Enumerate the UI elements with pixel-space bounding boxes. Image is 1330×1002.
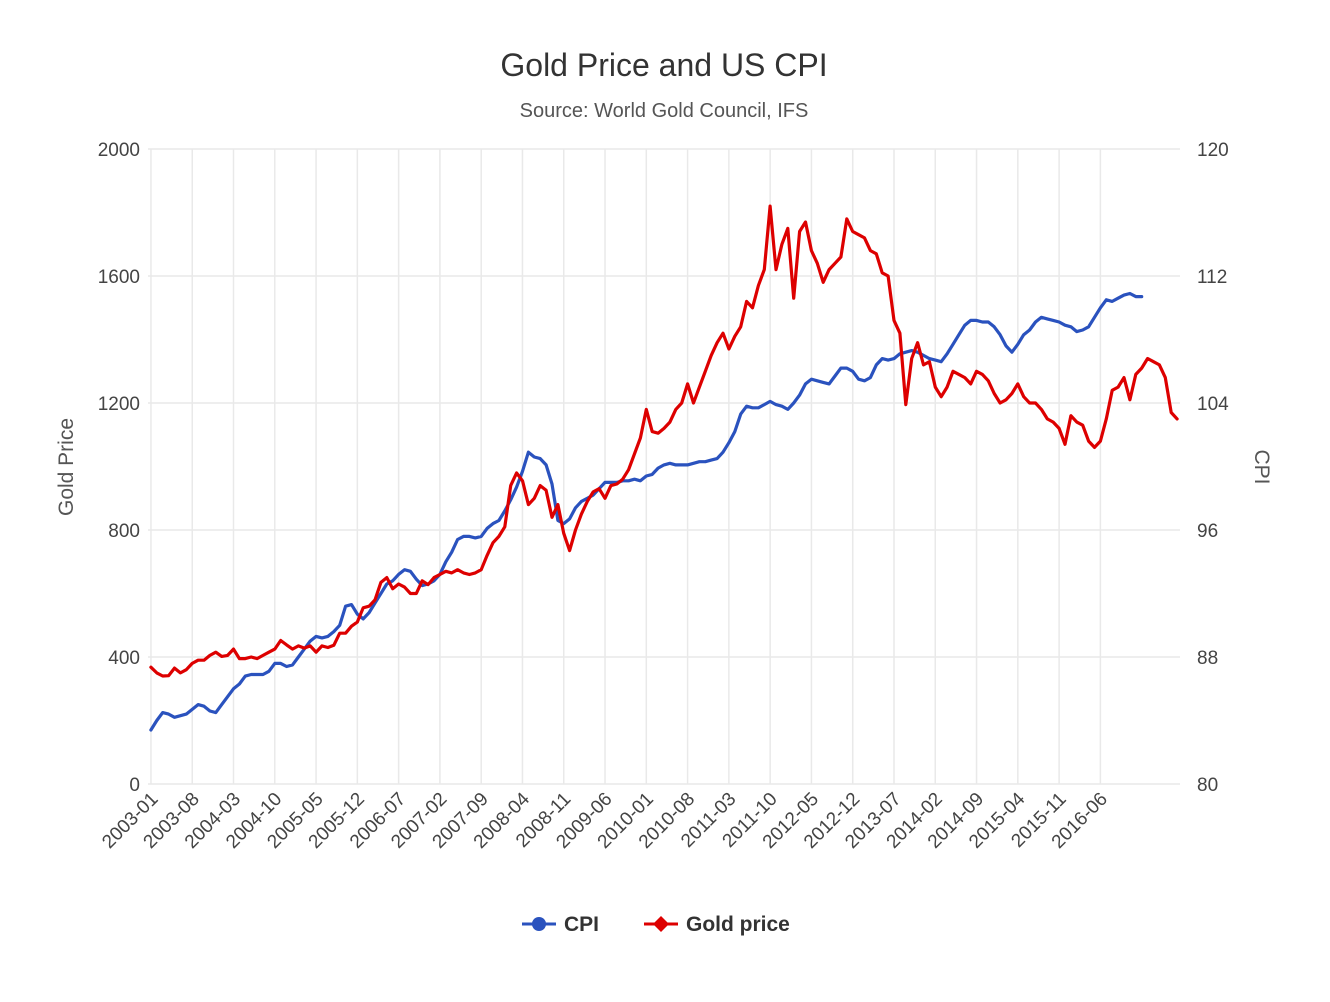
chart-subtitle: Source: World Gold Council, IFS — [520, 100, 809, 122]
series-line-cpi — [149, 291, 1144, 732]
legend-item-cpi[interactable]: CPI — [522, 913, 599, 936]
y-right-tick-label: 96 — [1197, 521, 1218, 542]
legend-label-cpi: CPI — [564, 913, 599, 936]
y-left-tick-label: 1200 — [98, 394, 140, 415]
series — [149, 204, 1179, 732]
y-left-tick-label: 800 — [108, 521, 140, 542]
series-line-gold-price — [149, 204, 1179, 678]
chart-title: Gold Price and US CPI — [500, 47, 827, 83]
y-right-tick-label: 88 — [1197, 648, 1218, 669]
y-left-tick-label: 400 — [108, 648, 140, 669]
legend-diamond-icon — [653, 916, 669, 932]
y-left-tick-label: 2000 — [98, 140, 140, 161]
y-right-tick-label: 120 — [1197, 140, 1229, 161]
y-left-tick-label: 0 — [129, 775, 140, 796]
legend[interactable]: CPI Gold price — [522, 913, 790, 936]
y-right-tick-label: 112 — [1197, 267, 1227, 288]
y-axis-right-title: CPI — [1250, 449, 1273, 484]
y-right-tick-label: 80 — [1197, 775, 1218, 796]
x-axis-ticks: 2003-012003-082004-032004-102005-052005-… — [98, 788, 1112, 852]
grid — [148, 148, 1180, 785]
y-axis-right-ticks: 80 88 96 104 112 120 — [1197, 140, 1229, 796]
legend-label-gold-price: Gold price — [686, 913, 790, 936]
y-left-tick-label: 1600 — [98, 267, 140, 288]
y-axis-left-ticks: 0 400 800 1200 1600 2000 — [98, 140, 140, 796]
legend-item-gold-price[interactable]: Gold price — [644, 913, 790, 936]
y-right-tick-label: 104 — [1197, 394, 1229, 415]
y-axis-left-title: Gold Price — [55, 418, 78, 516]
legend-circle-icon — [532, 917, 546, 931]
